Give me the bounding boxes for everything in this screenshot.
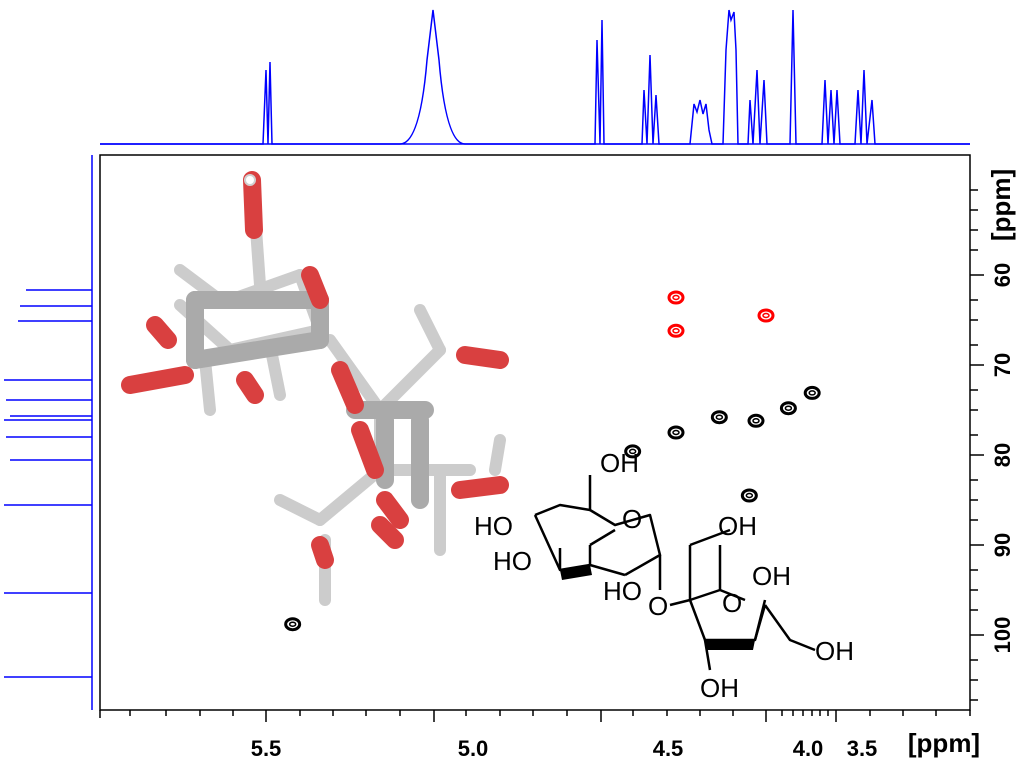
hydroxyl-label: OH (815, 636, 854, 666)
cross-peak-contour (672, 328, 680, 334)
y-tick-label: 100 (990, 617, 1015, 654)
cross-peak-contour (784, 405, 793, 411)
x-axis-label: [ppm] (908, 728, 980, 758)
hydroxyl-label: OH (700, 673, 739, 703)
hydroxyl-label: OH (718, 511, 757, 541)
top-projection (100, 9, 970, 145)
hydroxyl-label: HO (474, 511, 513, 541)
chemical-structure: OH HO HO HO OH OH OH OH O O O (474, 448, 854, 703)
cross-peak (803, 385, 821, 400)
y-axis-label: [ppm] (986, 169, 1016, 241)
plot-frame (99, 154, 971, 711)
cross-peak-contour (672, 294, 680, 301)
cross-peak-contour (672, 429, 680, 436)
molecule-3d-model (121, 171, 509, 606)
cross-peak-contour (715, 414, 724, 420)
y-tick-label: 90 (990, 533, 1015, 557)
cross-peaks (284, 290, 821, 632)
x-tick-label: 5.0 (458, 736, 489, 761)
y-tick-label: 70 (990, 353, 1015, 377)
x-tick-label: 3.5 (847, 736, 878, 761)
cross-peak-contour (628, 448, 637, 455)
x-tick-label: 4.0 (793, 736, 824, 761)
x-tick-labels: 5.5 5.0 4.5 4.0 3.5 [ppm] (251, 728, 980, 761)
y-tick-labels: 60 70 80 90 100 [ppm] (986, 169, 1016, 653)
x-tick-label: 5.5 (251, 736, 282, 761)
cross-peak (667, 290, 685, 305)
x-tick-label: 4.5 (653, 736, 684, 761)
cross-peak (667, 425, 685, 440)
cross-peak-contour (288, 621, 297, 627)
cross-peak (757, 308, 775, 323)
y-tick-label: 60 (990, 263, 1015, 287)
left-projection (4, 155, 93, 710)
cross-peak-contour (808, 390, 816, 396)
hydroxyl-label: OH (600, 448, 639, 478)
hydroxyl-label: HO (493, 546, 532, 576)
cross-peak-contour (762, 312, 770, 319)
cross-peak (740, 488, 758, 503)
ring-oxygen-label: O (722, 588, 742, 618)
cross-peak (710, 410, 728, 425)
y-tick-label: 80 (990, 443, 1015, 467)
y-axis (970, 189, 984, 701)
cross-peak (624, 444, 642, 459)
cross-peak (779, 401, 797, 416)
cross-peak-contour (745, 492, 754, 499)
cross-peak (667, 323, 685, 338)
cross-peak (747, 413, 765, 428)
cross-peak-contour (752, 418, 760, 424)
hydroxyl-label: HO (603, 576, 642, 606)
ring-oxygen-label: O (648, 591, 668, 621)
ring-oxygen-label: O (622, 504, 642, 534)
hydroxyl-label: OH (752, 561, 791, 591)
cross-peak (284, 617, 302, 632)
top-projection-trace (100, 9, 970, 145)
x-axis (99, 710, 971, 722)
